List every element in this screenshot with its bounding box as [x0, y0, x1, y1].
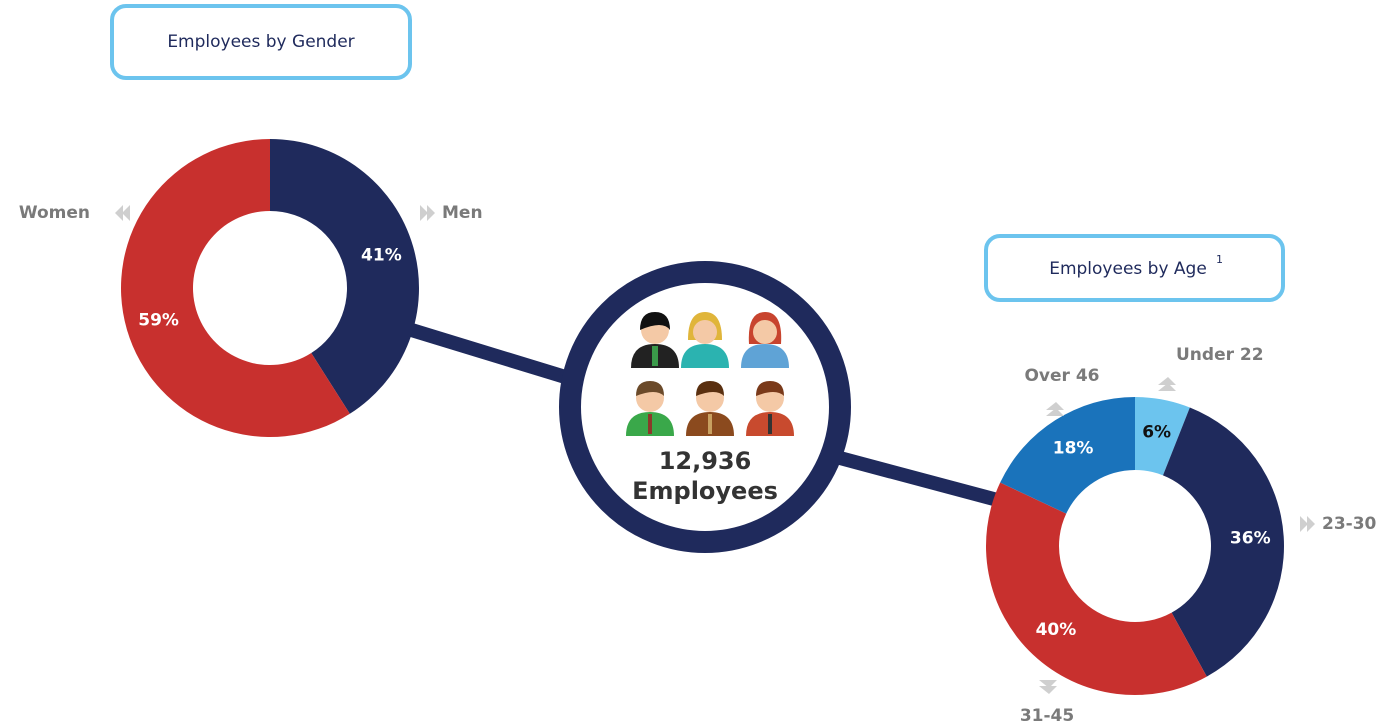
category-label: 23-30 — [1322, 514, 1377, 534]
category-label: Women — [19, 203, 90, 223]
footnote-marker: 1 — [1216, 253, 1223, 266]
label-arrow — [1039, 686, 1057, 694]
label-arrow — [1158, 377, 1176, 385]
value-label: 40% — [1036, 620, 1077, 640]
infographic: Employees by Gender Employees by Age 1 1… — [0, 0, 1391, 726]
value-label: 6% — [1142, 423, 1171, 443]
label-arrow — [115, 205, 123, 221]
chart-title: Employees by Gender — [167, 32, 354, 52]
label-arrow — [1300, 516, 1308, 532]
slice — [986, 483, 1207, 695]
connector — [840, 458, 1005, 502]
label-arrow — [1046, 402, 1064, 410]
category-label: Over 46 — [1024, 366, 1099, 386]
label-arrow — [420, 205, 428, 221]
category-label: 31-45 — [1020, 706, 1074, 726]
value-label: 18% — [1053, 438, 1094, 458]
value-label: 36% — [1230, 529, 1271, 549]
label-arrow — [427, 205, 435, 221]
connector — [405, 328, 575, 380]
label-arrow — [1307, 516, 1315, 532]
chart-title: Employees by Age — [1049, 259, 1207, 279]
category-label: Under 22 — [1176, 345, 1264, 365]
label-arrow — [122, 205, 130, 221]
employee-caption: Employees — [632, 477, 778, 505]
value-label: 41% — [361, 246, 402, 266]
value-label: 59% — [138, 310, 179, 330]
category-label: Men — [442, 203, 483, 223]
employee-count: 12,936 — [659, 447, 752, 475]
